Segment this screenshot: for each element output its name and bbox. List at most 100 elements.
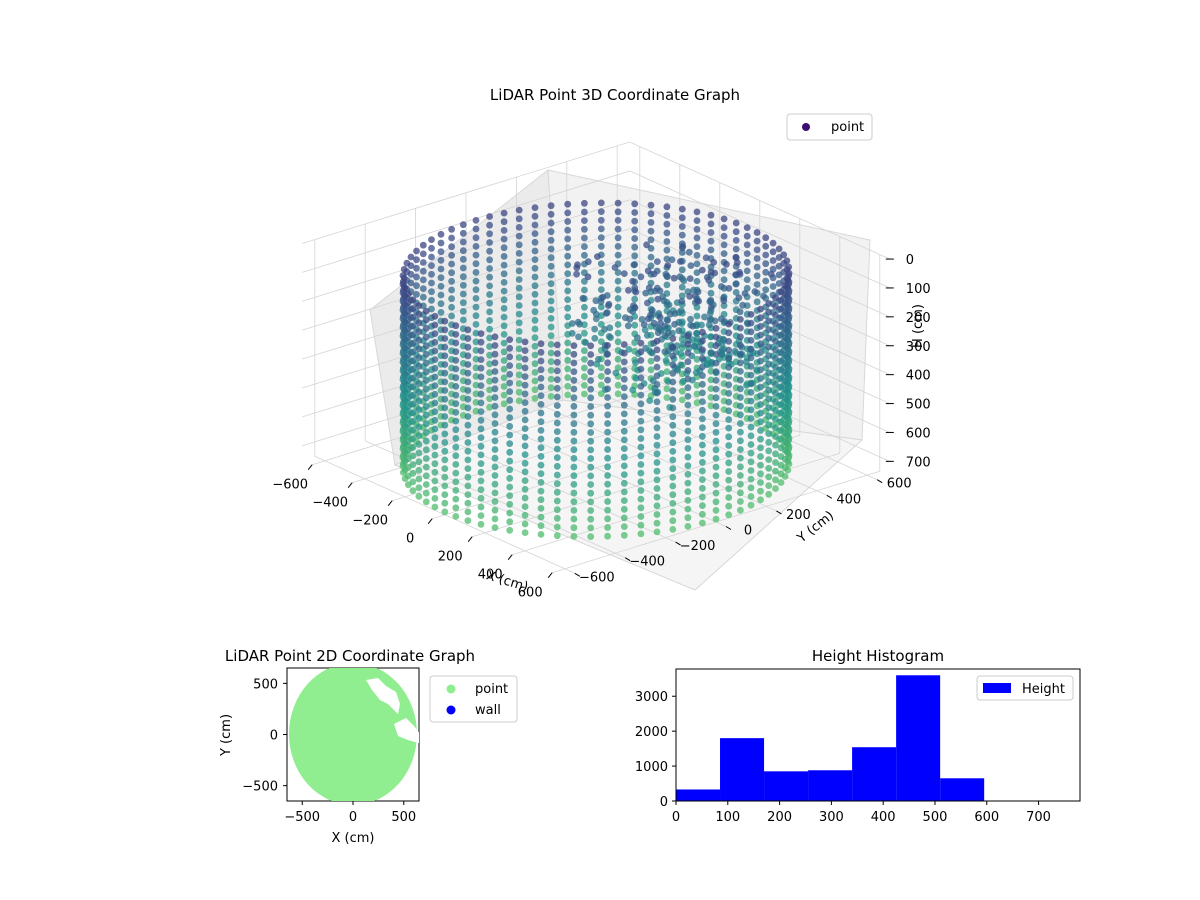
data-point-3d [753, 263, 761, 271]
data-point-3d [705, 321, 713, 329]
data-point-3d [448, 225, 455, 233]
data-point-3d [737, 350, 744, 358]
data-point-3d [521, 485, 529, 493]
data-point-3d [441, 361, 449, 368]
data-point-3d [515, 345, 523, 353]
data-point-3d [707, 237, 715, 245]
data-point-3d [422, 437, 430, 445]
data-point-3d [531, 264, 539, 272]
data-point-3d [737, 394, 744, 401]
data-point-3d [743, 276, 751, 283]
data-point-3d [415, 423, 423, 431]
data-point-3d [777, 418, 785, 426]
data-point-3d [486, 239, 493, 246]
data-point-3d [521, 433, 529, 441]
data-point-3d [757, 418, 764, 426]
data-point-3d [409, 322, 417, 330]
gap-region-upper [366, 678, 400, 714]
data-point-3d [678, 231, 686, 239]
data-point-3d [515, 276, 523, 283]
data-point-3d [415, 414, 423, 422]
data-point-3d [637, 469, 645, 477]
data-point-3d [422, 498, 430, 506]
data-point-3d [581, 364, 588, 372]
data-point-3d [653, 511, 661, 518]
data-point-3d [564, 200, 572, 208]
x-tick-mark-3d [507, 554, 513, 561]
data-point-3d [632, 359, 639, 366]
x-tick-label-histogram: 700 [1026, 810, 1051, 825]
data-point-3d [531, 256, 539, 263]
data-point-3d [669, 361, 677, 369]
data-point-3d [684, 471, 692, 478]
data-point-3d [684, 505, 692, 513]
data-point-3d [500, 244, 508, 252]
data-point-3d [564, 339, 572, 347]
data-point-3d [491, 359, 499, 367]
data-point-3d [464, 447, 472, 455]
data-point-3d [614, 277, 622, 285]
data-point-3d [472, 260, 480, 268]
data-point-3d [500, 261, 508, 269]
data-point-3d [547, 262, 555, 270]
data-point-3d [506, 500, 514, 508]
data-point-3d [737, 472, 744, 479]
data-point-3d [486, 360, 493, 368]
data-point-3d [604, 532, 611, 540]
data-point-3d [725, 502, 733, 510]
data-point-3d [684, 401, 692, 409]
data-point-3d [459, 264, 467, 272]
data-point-3d [777, 305, 785, 313]
data-point-3d [765, 308, 773, 316]
data-point-3d [757, 453, 764, 460]
data-point-3d [707, 402, 715, 410]
x-tick-label-2d: −500 [284, 810, 320, 825]
data-point-3d [521, 407, 529, 415]
data-point-3d [712, 463, 720, 471]
data-point-3d [620, 479, 628, 487]
data-point-3d [441, 447, 449, 455]
data-point-3d [765, 490, 773, 498]
data-point-3d [587, 472, 595, 480]
z-tick-label-3d: 600 [906, 426, 931, 441]
data-point-3d [415, 440, 423, 448]
data-point-3d [419, 267, 427, 275]
y-tick-label-2d: 500 [253, 677, 278, 692]
data-point-3d [777, 331, 785, 339]
data-point-3d [441, 404, 449, 412]
data-point-3d [747, 406, 755, 414]
data-point-3d [437, 248, 445, 256]
data-point-3d [521, 355, 529, 363]
data-point-3d [772, 303, 779, 310]
data-point-3d [637, 478, 645, 486]
data-point-3d [693, 260, 701, 268]
data-point-3d [743, 284, 751, 292]
data-point-3d [491, 498, 499, 505]
data-point-3d [620, 427, 628, 435]
data-point-3d [757, 357, 764, 365]
data-point-3d [441, 317, 449, 325]
data-point-3d [452, 452, 460, 460]
data-point-3d [409, 391, 417, 399]
data-point-3d [772, 363, 779, 371]
data-point-3d [604, 446, 611, 453]
data-point-3d [631, 200, 639, 208]
data-point-3d [464, 387, 472, 394]
data-point-3d [597, 372, 605, 380]
data-point-3d [581, 199, 588, 207]
data-point-3d [506, 396, 514, 404]
data-point-3d [431, 495, 439, 502]
data-point-3d [637, 435, 645, 442]
data-point-3d [564, 391, 572, 399]
data-point-3d [705, 277, 713, 284]
data-point-3d [653, 407, 661, 414]
data-point-3d [413, 256, 420, 264]
data-point-3d [712, 489, 720, 497]
data-point-3d [506, 492, 514, 500]
data-point-3d [765, 317, 773, 325]
data-point-3d [712, 429, 720, 436]
data-point-3d [452, 495, 460, 503]
data-point-3d [669, 508, 677, 516]
data-point-3d [415, 388, 423, 396]
data-point-3d [486, 351, 493, 359]
